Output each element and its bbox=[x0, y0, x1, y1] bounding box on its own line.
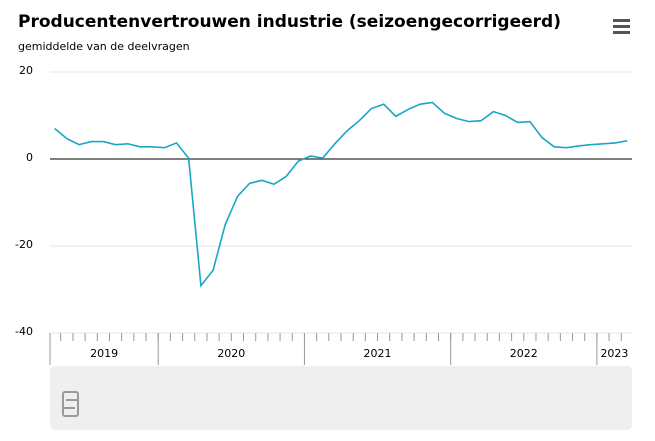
navigator bbox=[50, 366, 632, 430]
x-tick-label: 2022 bbox=[510, 347, 538, 360]
y-tick-label: 0 bbox=[26, 151, 33, 164]
x-tick-label: 2020 bbox=[217, 347, 245, 360]
x-tick-label: 2019 bbox=[90, 347, 118, 360]
menu-bar bbox=[613, 19, 630, 22]
menu-bar bbox=[613, 25, 630, 28]
x-tick-label: 2021 bbox=[364, 347, 392, 360]
line-series bbox=[54, 101, 628, 288]
y-tick-label: -20 bbox=[15, 238, 33, 251]
menu-button[interactable] bbox=[613, 19, 630, 34]
chart-title: Producentenvertrouwen industrie (seizoen… bbox=[18, 12, 561, 32]
menu-bar bbox=[613, 31, 630, 34]
y-tick-label: 20 bbox=[19, 64, 33, 77]
chart-subtitle: gemiddelde van de deelvragen bbox=[18, 40, 190, 53]
y-tick-label: -40 bbox=[15, 325, 33, 338]
x-tick-label: 2023 bbox=[600, 347, 628, 360]
logo bbox=[62, 391, 79, 417]
